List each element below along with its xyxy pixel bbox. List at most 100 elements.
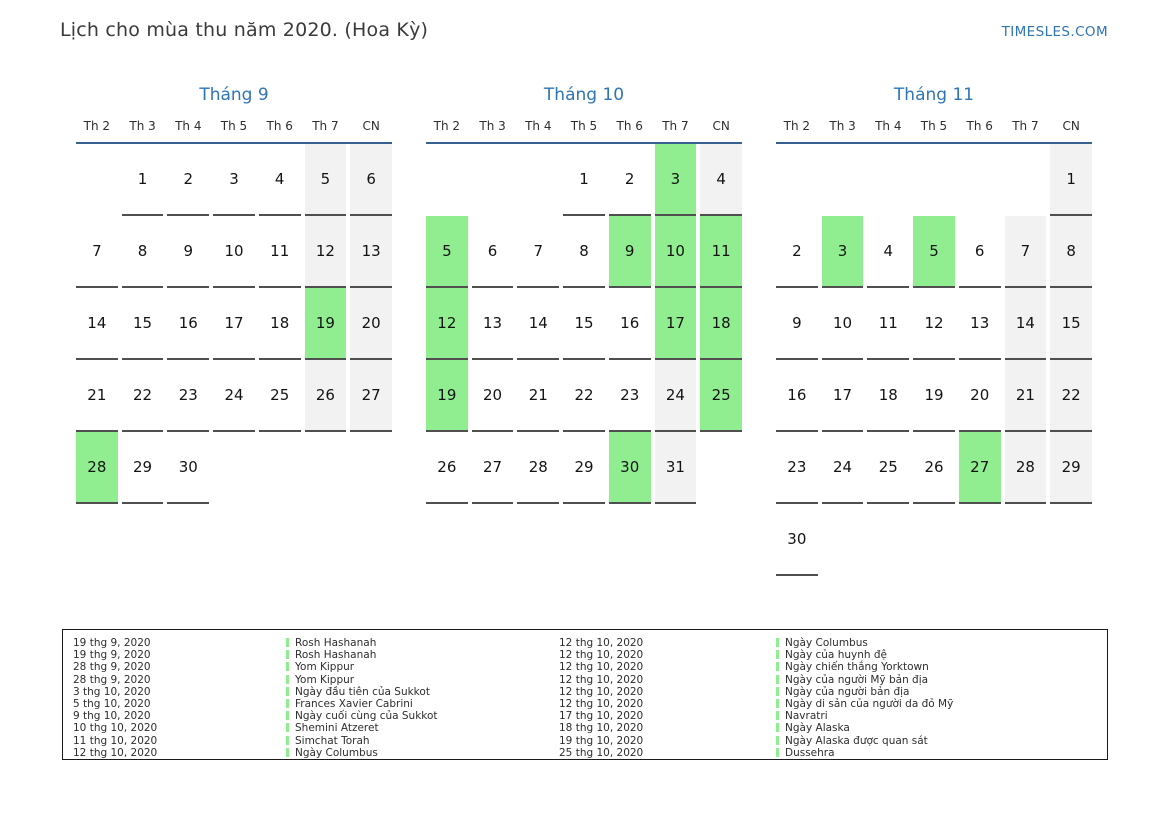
day-cell: 15 [1050, 288, 1092, 360]
day-cell: 16 [608, 288, 651, 360]
legend-entry: Ngày di sản của người da đỏ Mỹ [776, 698, 953, 710]
empty-cell [913, 504, 955, 576]
day-cell: 28 [517, 432, 560, 504]
empty-cell [1005, 504, 1047, 576]
day-cell: 10 [654, 216, 697, 288]
legend-entry: Ngày Columbus [286, 747, 378, 759]
empty-cell [700, 432, 742, 504]
holiday-marker [776, 735, 779, 745]
day-name: Th 4 [875, 119, 902, 133]
day-cell: 3 [821, 216, 864, 288]
day-cell: 7 [76, 216, 118, 288]
month-3: Tháng 11 Th 2 Th 3 Th 4 Th 5 Th 6 Th 7 CN 1 2 3 4 5 6… [776, 84, 1092, 576]
day-name: Th 3 [479, 119, 506, 133]
holiday-marker [286, 638, 289, 647]
day-name: Th 5 [220, 119, 248, 133]
legend-date: 12 thg 10, 2020 [559, 637, 644, 649]
day-cell: 20 [350, 288, 392, 360]
day-name: Th 7 [662, 119, 689, 133]
day-cell: 30 [776, 504, 818, 576]
empty-cell [776, 144, 818, 216]
day-name: Th 2 [83, 119, 111, 133]
holiday-marker [286, 723, 289, 733]
day-cell: 5 [913, 216, 955, 288]
legend-entry: Ngày đầu tiên của Sukkot [286, 686, 430, 698]
legend-date: 11 thg 10, 2020 [73, 734, 158, 747]
day-name: Th 7 [312, 119, 339, 133]
day-cell: 12 [913, 288, 955, 360]
holiday-marker [286, 698, 289, 708]
empty-cell [1005, 144, 1047, 216]
empty-cell [822, 144, 864, 216]
legend-date: 18 thg 10, 2020 [559, 722, 644, 735]
day-name: Th 6 [616, 119, 643, 133]
day-cell: 30 [608, 432, 651, 504]
day-name: Th 5 [920, 119, 948, 133]
day-name: Th 7 [1012, 119, 1039, 133]
legend-date: 28 thg 9, 2020 [73, 661, 151, 674]
legend-row: 19 thg 9, 2020 Rosh Hashanah 12 thg 10, 20… [63, 649, 1107, 661]
day-cell: 4 [867, 216, 910, 288]
month-title: Tháng 9 [199, 85, 269, 105]
legend-date: 9 thg 10, 2020 [73, 710, 151, 723]
day-cell: 20 [471, 360, 514, 432]
site-link[interactable]: TIMESLES.COM [1001, 24, 1108, 40]
legend-entry: Simchat Torah [286, 735, 370, 747]
holiday-marker [776, 662, 779, 672]
day-cell: 8 [121, 216, 164, 288]
day-cell: 19 [913, 360, 955, 432]
day-cell: 11 [700, 216, 742, 288]
legend-date: 25 thg 10, 2020 [559, 746, 644, 759]
legend-row: 28 thg 9, 2020 Yom Kippur 12 thg 10, 2020 N… [63, 661, 1107, 673]
day-cell: 6 [958, 216, 1001, 288]
day-name: CN [712, 119, 730, 133]
day-cell: 21 [1004, 360, 1047, 432]
legend-entry: Frances Xavier Cabrini [286, 698, 413, 710]
empty-cell [305, 432, 347, 504]
day-cell: 14 [1004, 288, 1047, 360]
empty-cell [259, 432, 301, 504]
day-cell: 3 [654, 144, 697, 216]
day-cell: 26 [913, 432, 955, 504]
legend-row: 9 thg 10, 2020 Ngày cuối cùng của Sukkot 1… [63, 710, 1107, 722]
day-cell: 27 [958, 432, 1001, 504]
day-cell: 10 [821, 288, 864, 360]
month-grid: 1 2 3 4 5 6 7 8 9 10 11 12 13 14 15 16 17 18 19 20 21 22 23 24 2… [76, 144, 392, 504]
day-cell: 29 [563, 432, 605, 504]
day-cell: 22 [1050, 360, 1092, 432]
legend-date: 12 thg 10, 2020 [559, 685, 644, 698]
legend-date: 12 thg 10, 2020 [559, 661, 644, 674]
legend-date: 19 thg 10, 2020 [559, 734, 644, 747]
legend-row: 28 thg 9, 2020 Yom Kippur 12 thg 10, 2020 N… [63, 674, 1107, 686]
day-cell: 17 [654, 288, 697, 360]
legend-entry: Rosh Hashanah [286, 637, 376, 649]
day-cell: 9 [776, 288, 818, 360]
holiday-marker [776, 723, 779, 733]
day-cell: 25 [258, 360, 301, 432]
day-cell: 24 [654, 360, 697, 432]
legend-row: 12 thg 10, 2020 Ngày Columbus 25 thg 10, 2… [63, 747, 1107, 759]
day-cell: 22 [121, 360, 164, 432]
legend-row: 5 thg 10, 2020 Frances Xavier Cabrini 12 t… [63, 698, 1107, 710]
day-cell: 14 [517, 288, 560, 360]
legend: 19 thg 9, 2020 Rosh Hashanah 12 thg 10, 20… [62, 629, 1108, 760]
day-cell: 6 [471, 216, 514, 288]
day-cell: 28 [76, 432, 118, 504]
legend-row: 11 thg 10, 2020 Simchat Torah 19 thg 10, 2… [63, 735, 1107, 747]
legend-entry: Ngày chiến thắng Yorktown [776, 661, 929, 673]
day-name: Th 6 [966, 119, 993, 133]
legend-entry: Ngày Columbus [776, 637, 868, 649]
day-cell: 18 [700, 288, 742, 360]
day-cell: 1 [563, 144, 605, 216]
day-cell: 6 [350, 144, 392, 216]
day-headers: Th 2 Th 3 Th 4 Th 5 Th 6 Th 7 CN [426, 119, 742, 144]
empty-cell [867, 504, 909, 576]
holiday-marker [286, 711, 289, 721]
day-name: CN [362, 119, 380, 133]
day-cell: 13 [958, 288, 1001, 360]
day-cell: 15 [121, 288, 164, 360]
legend-date: 5 thg 10, 2020 [73, 697, 151, 710]
empty-cell [959, 144, 1001, 216]
day-cell: 23 [608, 360, 651, 432]
day-cell: 14 [76, 288, 118, 360]
